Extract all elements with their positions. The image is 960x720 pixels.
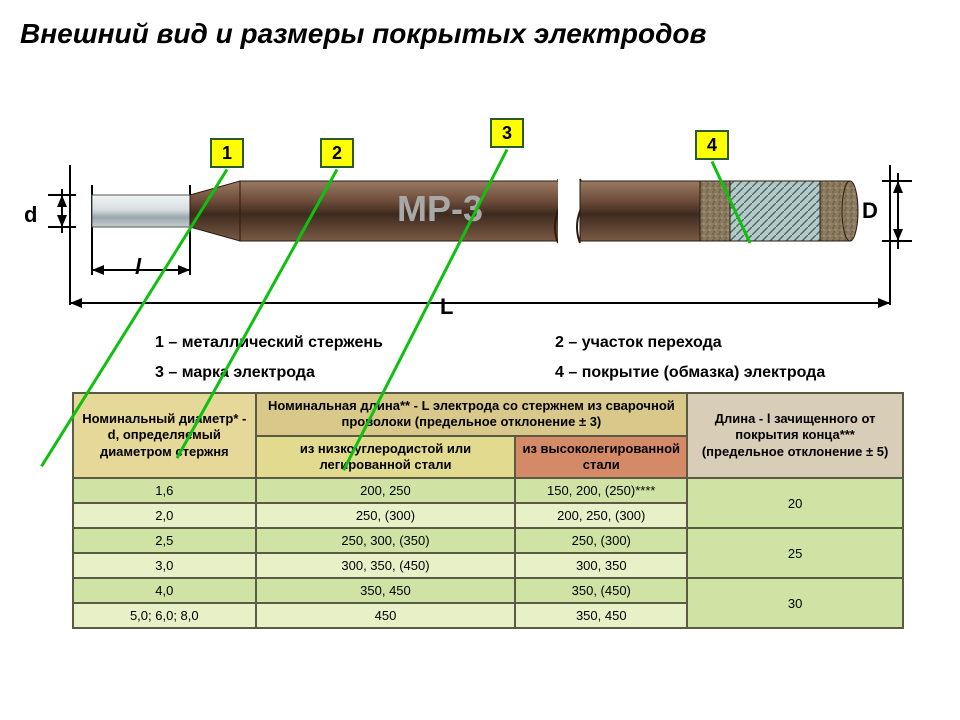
dim-L-big: L [440,294,453,320]
callout-2: 2 [320,138,354,168]
cell-a-5: 450 [256,603,516,628]
cell-l-4: 30 [687,578,903,628]
legend-4: 4 – покрытие (обмазка) электрода [555,364,825,382]
cell-d-1: 2,0 [73,503,256,528]
cell-b-3: 300, 350 [515,553,687,578]
dim-D-big: D [862,198,878,224]
cell-b-5: 350, 450 [515,603,687,628]
cell-b-2: 250, (300) [515,528,687,553]
cell-a-4: 350, 450 [256,578,516,603]
cell-a-2: 250, 300, (350) [256,528,516,553]
cell-b-1: 200, 250, (300) [515,503,687,528]
page-title: Внешний вид и размеры покрытых электродо… [20,18,706,50]
cell-d-5: 5,0; 6,0; 8,0 [73,603,256,628]
cell-a-1: 250, (300) [256,503,516,528]
cell-b-0: 150, 200, (250)**** [515,478,687,503]
cell-b-4: 350, (450) [515,578,687,603]
cell-d-3: 3,0 [73,553,256,578]
th-length-top: Номинальная длина** - L электрода со сте… [256,393,688,436]
cell-d-4: 4,0 [73,578,256,603]
cell-a-0: 200, 250 [256,478,516,503]
cell-d-0: 1,6 [73,478,256,503]
th-clean-end: Длина - l зачищенного от покрытия конца*… [687,393,903,478]
callout-1: 1 [210,138,244,168]
th-high-alloy: из высоколегированной стали [515,436,687,479]
cell-d-2: 2,5 [73,528,256,553]
cell-a-3: 300, 350, (450) [256,553,516,578]
th-low-carbon: из низкоуглеродистой или легированной ст… [256,436,516,479]
legend-2: 2 – участок перехода [555,334,722,352]
legend-3: 3 – марка электрода [155,364,315,382]
legend-1: 1 – металлический стержень [155,334,383,352]
th-diameter: Номинальный диаметр* - d, определяемый д… [73,393,256,478]
callout-3: 3 [490,118,524,148]
dim-d: d [24,202,37,228]
dim-l-small: l [135,254,141,280]
cell-l-0: 20 [687,478,903,528]
cell-l-2: 25 [687,528,903,578]
electrode-diagram: МР-3 [40,155,920,315]
callout-4: 4 [695,130,729,160]
spec-table: Номинальный диаметр* - d, определяемый д… [72,392,904,629]
